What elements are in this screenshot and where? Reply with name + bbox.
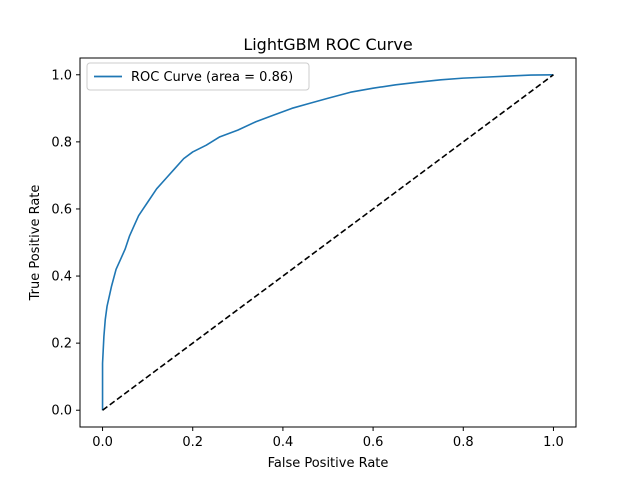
- y-tick-label: 0.8: [51, 135, 72, 150]
- x-axis-label: False Positive Rate: [268, 456, 389, 471]
- y-tick-label: 0.6: [51, 202, 72, 217]
- y-tick-label: 0.0: [51, 404, 72, 419]
- series-layer: [101, 73, 554, 411]
- y-tick-label: 0.2: [51, 337, 72, 352]
- legend-box: [86, 62, 310, 91]
- x-tick-label: 1.0: [543, 435, 564, 450]
- x-tick-label: 0.6: [363, 435, 384, 450]
- roc-curve-line: [101, 73, 554, 411]
- x-tick-label: 0.4: [273, 435, 294, 450]
- y-axis-label: True Positive Rate: [28, 185, 43, 302]
- x-tick-label: 0.0: [92, 435, 113, 450]
- x-tick-label: 0.2: [182, 435, 203, 450]
- y-tick-label: 1.0: [51, 68, 72, 83]
- y-axis-ticks: 0.0 0.2 0.4 0.6 0.8 1.0: [51, 68, 80, 419]
- legend: ROC Curve (area = 0.86): [86, 62, 310, 91]
- y-tick-label: 0.4: [51, 270, 72, 285]
- legend-entry-roc-curve: ROC Curve (area = 0.86): [131, 70, 293, 85]
- chance-diagonal-line: [102, 74, 554, 411]
- chart-title: LightGBM ROC Curve: [243, 35, 412, 54]
- x-tick-label: 0.8: [453, 435, 474, 450]
- plot-frame: [79, 57, 577, 428]
- x-axis-ticks: 0.0 0.2 0.4 0.6 0.8 1.0: [92, 427, 564, 450]
